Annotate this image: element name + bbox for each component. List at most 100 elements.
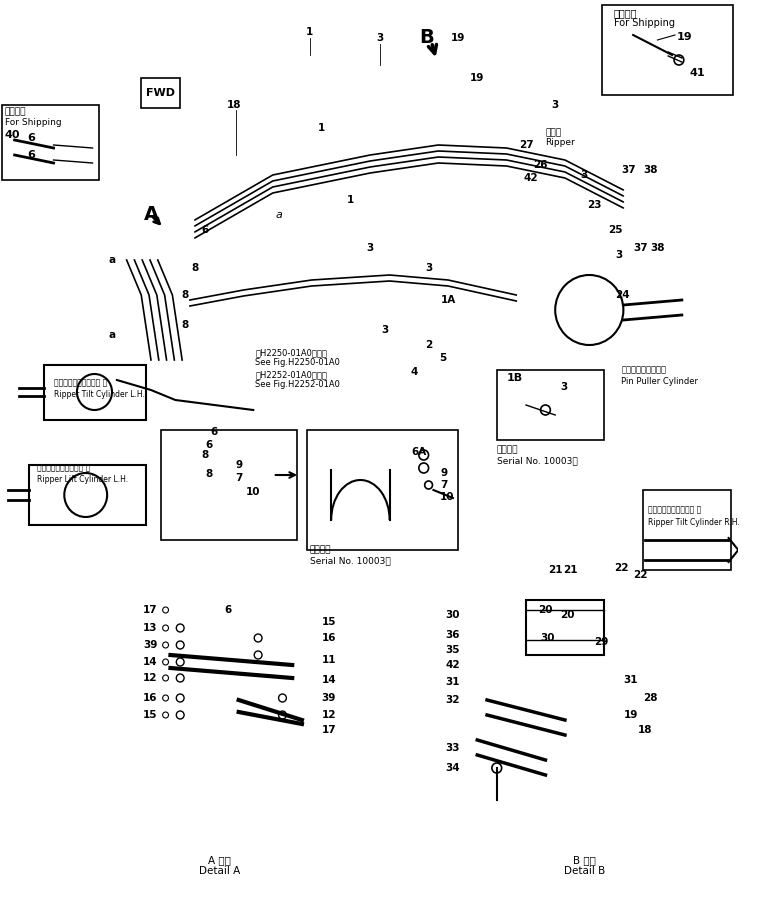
Text: Ripper Tilt Cylinder R.H.: Ripper Tilt Cylinder R.H.: [648, 518, 740, 527]
Text: 14: 14: [143, 657, 158, 667]
Text: 9: 9: [440, 468, 447, 478]
Text: 33: 33: [445, 743, 460, 753]
Text: 38: 38: [644, 165, 658, 175]
Text: 28: 28: [643, 693, 657, 703]
Text: 12: 12: [321, 710, 336, 720]
Text: 2: 2: [425, 340, 432, 350]
Text: 6: 6: [27, 133, 35, 143]
Text: 3: 3: [376, 33, 384, 43]
Text: 35: 35: [445, 645, 460, 655]
Text: リッパチルトシリンダ 左: リッパチルトシリンダ 左: [54, 378, 107, 387]
Text: リッパ: リッパ: [546, 128, 562, 137]
Text: Detail A: Detail A: [199, 866, 240, 876]
Text: 36: 36: [445, 630, 460, 640]
Text: 20: 20: [560, 610, 575, 620]
Text: 29: 29: [594, 637, 609, 647]
Text: 適用号機: 適用号機: [496, 445, 518, 454]
Text: 適用号機: 適用号機: [310, 545, 331, 554]
Text: 5: 5: [440, 353, 446, 363]
Text: For Shipping: For Shipping: [5, 118, 61, 127]
Text: 30: 30: [445, 610, 460, 620]
Text: 23: 23: [587, 200, 601, 210]
Text: 18: 18: [638, 725, 653, 735]
Text: リッパリフトシリンダ 左: リッパリフトシリンダ 左: [37, 463, 90, 472]
Text: 32: 32: [445, 695, 460, 705]
Text: Detail B: Detail B: [564, 866, 605, 876]
Text: 13: 13: [143, 623, 158, 633]
Text: 6: 6: [205, 440, 213, 450]
Text: 38: 38: [650, 243, 665, 253]
Text: 19: 19: [450, 33, 465, 43]
Text: Ripper Lift Cylinder L.H.: Ripper Lift Cylinder L.H.: [37, 475, 128, 484]
Bar: [496, 370, 604, 440]
Text: 6A: 6A: [411, 447, 426, 457]
Text: 3: 3: [581, 170, 588, 180]
Text: 11: 11: [321, 655, 336, 665]
Text: B: B: [419, 28, 434, 47]
Bar: [30, 465, 146, 525]
Text: 41: 41: [690, 68, 705, 78]
Text: 8: 8: [191, 263, 199, 273]
Text: 30: 30: [540, 633, 555, 643]
Text: 17: 17: [143, 605, 158, 615]
Text: 第H2250-01A0図参照: 第H2250-01A0図参照: [255, 348, 327, 357]
Text: See Fig.H2252-01A0: See Fig.H2252-01A0: [255, 380, 340, 389]
Text: Serial No. 10003～: Serial No. 10003～: [310, 556, 390, 565]
Text: 10: 10: [440, 492, 455, 502]
Text: 3: 3: [381, 325, 388, 335]
Text: 42: 42: [524, 173, 538, 183]
Bar: [141, 78, 180, 108]
Text: 6: 6: [224, 605, 231, 615]
Text: 20: 20: [538, 605, 553, 615]
Text: 40: 40: [5, 130, 20, 140]
Text: 37: 37: [634, 243, 648, 253]
Text: a: a: [108, 330, 115, 340]
Text: 8: 8: [181, 320, 189, 330]
Text: A 詳細: A 詳細: [208, 855, 230, 865]
Text: 31: 31: [445, 677, 460, 687]
Text: リッパチルトシリンダ 右: リッパチルトシリンダ 右: [648, 505, 701, 514]
Text: For Shipping: For Shipping: [614, 18, 675, 28]
Text: 22: 22: [633, 570, 647, 580]
Text: 3: 3: [552, 100, 559, 110]
Text: ピンプーラシリンダ: ピンプーラシリンダ: [622, 365, 666, 374]
Text: 27: 27: [518, 140, 534, 150]
Text: 7: 7: [235, 473, 243, 483]
Text: 1: 1: [306, 27, 313, 37]
Text: a: a: [275, 210, 282, 220]
Text: 15: 15: [143, 710, 158, 720]
Text: a: a: [108, 255, 115, 265]
Text: 9: 9: [235, 460, 243, 470]
Text: Ripper: Ripper: [546, 138, 575, 147]
Text: 運搬部品: 運搬部品: [5, 107, 27, 116]
Text: 17: 17: [321, 725, 336, 735]
Text: 第H2252-01A0図参照: 第H2252-01A0図参照: [255, 370, 327, 379]
Bar: [307, 430, 458, 550]
Text: 37: 37: [621, 165, 635, 175]
Text: 運搬部品: 運搬部品: [614, 8, 637, 18]
Text: 39: 39: [321, 693, 336, 703]
Text: 8: 8: [201, 450, 208, 460]
Text: 8: 8: [181, 290, 189, 300]
Text: 3: 3: [367, 243, 374, 253]
Text: 4: 4: [410, 367, 418, 377]
Text: See Fig.H2250-01A0: See Fig.H2250-01A0: [255, 358, 340, 367]
Text: Ripper Tilt Cylinder L.H.: Ripper Tilt Cylinder L.H.: [54, 390, 145, 399]
Bar: [526, 600, 604, 655]
Text: 16: 16: [321, 633, 336, 643]
Text: B 詳細: B 詳細: [573, 855, 596, 865]
Text: Serial No. 10003～: Serial No. 10003～: [496, 456, 578, 465]
Bar: [602, 5, 734, 95]
Text: 3: 3: [615, 250, 622, 260]
Text: 3: 3: [560, 382, 567, 392]
Text: 6: 6: [201, 225, 208, 235]
Text: 8: 8: [205, 469, 213, 479]
Text: 19: 19: [677, 32, 693, 42]
Text: 18: 18: [227, 100, 241, 110]
Bar: [643, 490, 731, 570]
Text: 39: 39: [143, 640, 158, 650]
Text: 1B: 1B: [506, 373, 522, 383]
Text: 19: 19: [623, 710, 637, 720]
Text: 15: 15: [321, 617, 336, 627]
Text: 6: 6: [27, 150, 35, 160]
